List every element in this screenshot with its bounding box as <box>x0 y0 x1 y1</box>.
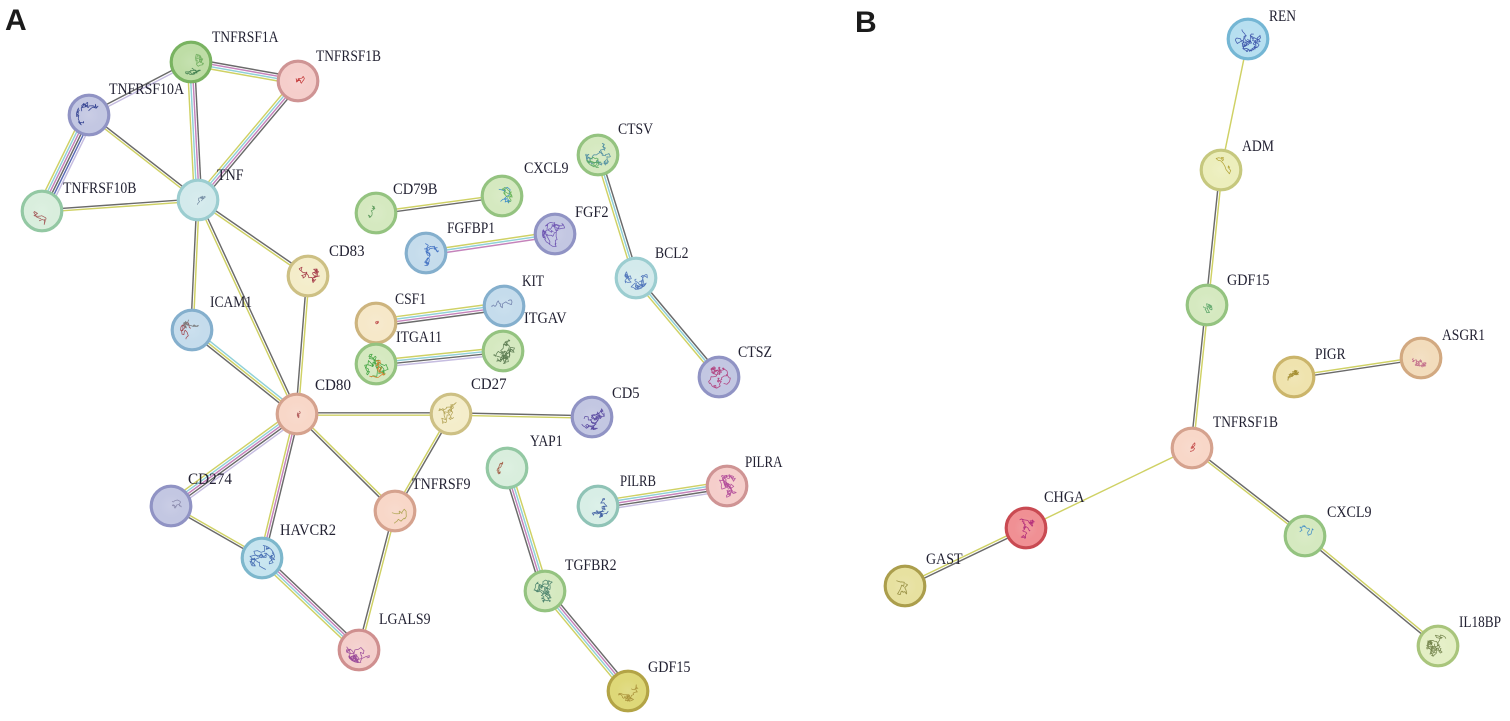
svg-text:ASGR1: ASGR1 <box>1442 327 1485 344</box>
svg-text:CD27: CD27 <box>471 376 507 393</box>
svg-text:FGF2: FGF2 <box>575 204 609 221</box>
svg-text:TGFBR2: TGFBR2 <box>565 557 617 574</box>
svg-text:CXCL9: CXCL9 <box>524 160 569 177</box>
svg-text:CD5: CD5 <box>612 385 640 402</box>
svg-text:FGFBP1: FGFBP1 <box>447 220 495 237</box>
svg-text:TNFRSF1A: TNFRSF1A <box>212 29 279 46</box>
svg-text:KIT: KIT <box>522 273 544 290</box>
svg-text:HAVCR2: HAVCR2 <box>280 522 336 539</box>
svg-text:PILRA: PILRA <box>745 454 783 471</box>
svg-text:GDF15: GDF15 <box>1227 272 1270 289</box>
svg-text:GDF15: GDF15 <box>648 659 691 676</box>
svg-text:IL18BP: IL18BP <box>1459 614 1501 631</box>
svg-text:CD79B: CD79B <box>393 181 438 198</box>
svg-text:TNFRSF9: TNFRSF9 <box>412 476 471 493</box>
svg-text:B: B <box>855 6 877 39</box>
svg-text:TNF: TNF <box>217 167 244 184</box>
svg-text:ITGA11: ITGA11 <box>396 329 442 346</box>
svg-text:CHGA: CHGA <box>1044 489 1085 506</box>
svg-text:TNFRSF10A: TNFRSF10A <box>109 81 184 98</box>
svg-text:TNFRSF1B: TNFRSF1B <box>1213 414 1278 431</box>
svg-text:TNFRSF1B: TNFRSF1B <box>316 48 381 65</box>
svg-text:YAP1: YAP1 <box>530 433 563 450</box>
svg-text:CD80: CD80 <box>315 377 351 394</box>
svg-text:CTSV: CTSV <box>618 121 653 138</box>
svg-text:TNFRSF10B: TNFRSF10B <box>63 180 137 197</box>
svg-text:GAST: GAST <box>926 551 963 568</box>
svg-text:A: A <box>5 4 27 37</box>
svg-text:ICAM1: ICAM1 <box>210 294 252 311</box>
svg-text:ITGAV: ITGAV <box>524 310 567 327</box>
svg-text:REN: REN <box>1269 8 1296 25</box>
svg-text:BCL2: BCL2 <box>655 245 689 262</box>
svg-text:CD83: CD83 <box>329 243 365 260</box>
svg-text:CD274: CD274 <box>188 471 232 488</box>
svg-text:CTSZ: CTSZ <box>738 344 772 361</box>
svg-text:ADM: ADM <box>1242 138 1274 155</box>
svg-text:CXCL9: CXCL9 <box>1327 504 1372 521</box>
svg-text:PILRB: PILRB <box>620 473 656 490</box>
svg-text:PIGR: PIGR <box>1315 346 1346 363</box>
svg-text:CSF1: CSF1 <box>395 291 426 308</box>
svg-text:LGALS9: LGALS9 <box>379 611 431 628</box>
